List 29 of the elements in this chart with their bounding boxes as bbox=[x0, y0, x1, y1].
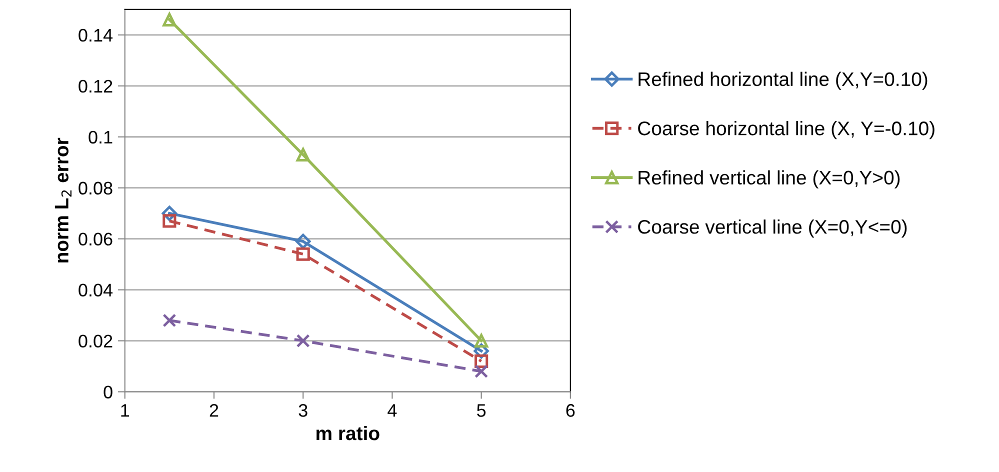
x-tick-label: 6 bbox=[566, 404, 575, 417]
point bbox=[296, 247, 310, 261]
point bbox=[162, 12, 176, 26]
y-axis-title: norm L$_{2}$ error bbox=[54, 138, 72, 262]
legend-label: Coarse horizontal line (X, Y=-0.10) bbox=[638, 121, 934, 140]
y-tick-label: 0.08 bbox=[78, 182, 112, 195]
legend-label: Coarse vertical line (X=0,Y<=0) bbox=[638, 220, 907, 238]
x-tick-label: 2 bbox=[210, 404, 218, 417]
y-tick-label: 0.1 bbox=[88, 130, 112, 144]
y-tick-label: 0.12 bbox=[78, 80, 112, 93]
point bbox=[474, 364, 488, 378]
y-tick-label: 0.06 bbox=[78, 232, 112, 246]
x-axis-title: m ratio bbox=[316, 426, 380, 440]
point bbox=[162, 314, 176, 328]
legend-label: Refined horizontal line (X,Y=0.10) bbox=[638, 72, 928, 90]
point bbox=[474, 334, 488, 348]
x-tick-label: 5 bbox=[477, 404, 486, 417]
y-tick-label: 0.02 bbox=[78, 334, 112, 348]
x-tick-label: 1 bbox=[121, 404, 130, 417]
point bbox=[296, 334, 310, 348]
x-tick-label: 4 bbox=[388, 404, 397, 417]
point bbox=[296, 148, 310, 162]
y-tick-label: 0.14 bbox=[78, 28, 113, 42]
y-tick-label: 0.04 bbox=[78, 284, 113, 297]
x-tick-label: 3 bbox=[298, 404, 308, 417]
y-tick-label: 0 bbox=[104, 386, 112, 398]
point bbox=[162, 214, 176, 228]
point bbox=[295, 234, 311, 250]
legend-label: Refined vertical line (X=0,Y>0) bbox=[638, 170, 900, 188]
